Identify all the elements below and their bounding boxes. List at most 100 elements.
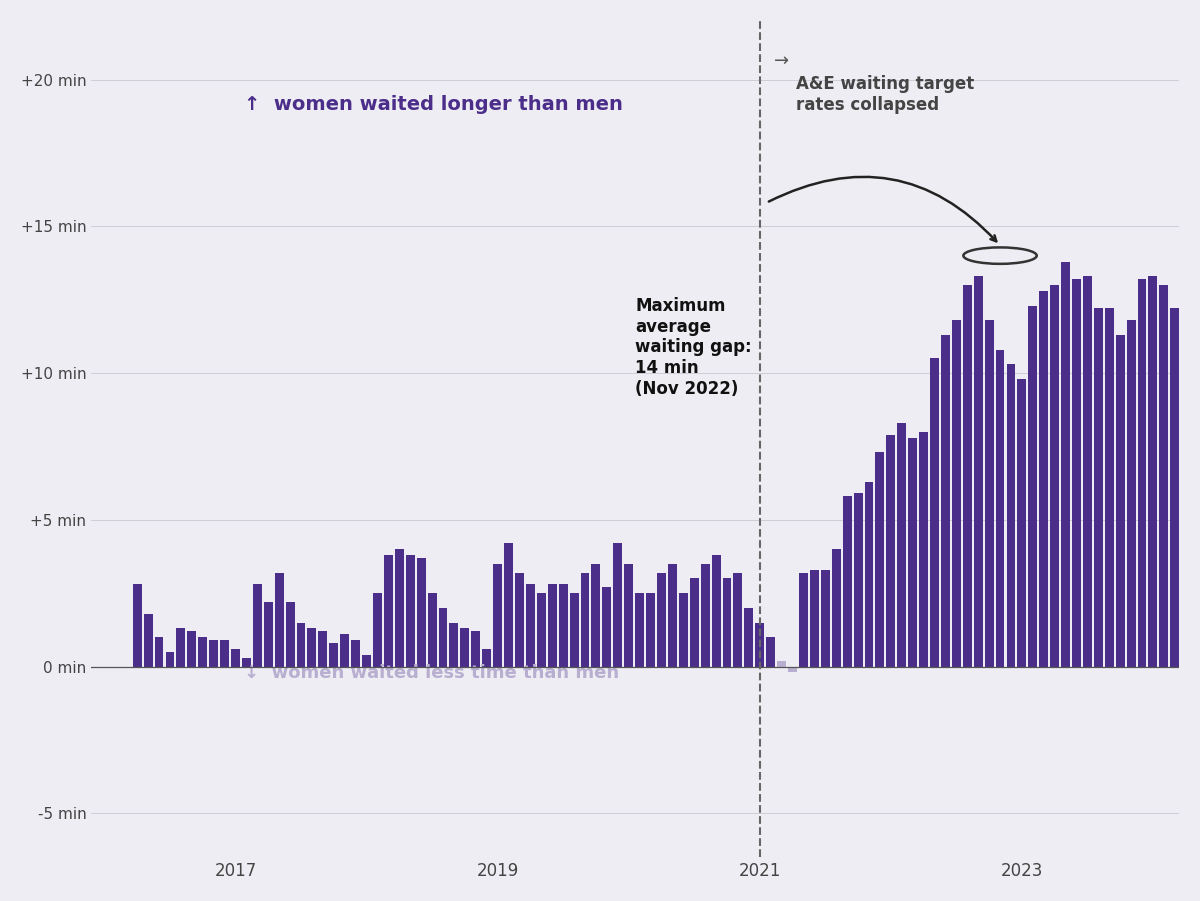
Bar (778, 660, 786, 667)
Bar (941, 335, 950, 667)
Bar (1105, 308, 1114, 667)
Bar (570, 593, 578, 667)
Bar (1018, 379, 1026, 667)
Bar (406, 555, 415, 667)
Bar (722, 578, 732, 667)
Bar (264, 602, 272, 667)
Bar (253, 585, 262, 667)
Bar (744, 608, 754, 667)
Bar (1148, 277, 1158, 667)
Bar (155, 637, 163, 667)
Bar (1170, 308, 1180, 667)
Bar (1082, 277, 1092, 667)
Text: ↓  women waited less time than men: ↓ women waited less time than men (244, 664, 619, 682)
Bar (1116, 335, 1124, 667)
Bar (996, 350, 1004, 667)
Bar (788, 667, 797, 672)
Bar (733, 573, 743, 667)
Bar (592, 564, 600, 667)
Bar (493, 564, 502, 667)
Bar (658, 573, 666, 667)
Bar (1159, 285, 1169, 667)
Bar (232, 649, 240, 667)
Bar (427, 593, 437, 667)
Bar (536, 593, 546, 667)
Bar (613, 543, 623, 667)
Bar (242, 658, 251, 667)
Bar (341, 634, 349, 667)
Bar (547, 585, 557, 667)
Bar (973, 277, 983, 667)
Bar (952, 320, 961, 667)
Bar (362, 655, 371, 667)
Text: A&E waiting target
rates collapsed: A&E waiting target rates collapsed (797, 75, 974, 114)
Bar (329, 643, 338, 667)
Bar (898, 423, 906, 667)
Bar (307, 628, 317, 667)
Bar (352, 640, 360, 667)
Bar (559, 585, 568, 667)
Bar (919, 432, 928, 667)
Bar (504, 543, 514, 667)
Bar (832, 549, 841, 667)
Bar (176, 628, 185, 667)
Bar (187, 632, 197, 667)
Bar (318, 632, 328, 667)
Bar (1050, 285, 1060, 667)
Bar (198, 637, 208, 667)
Bar (482, 649, 491, 667)
Bar (701, 564, 709, 667)
Bar (1192, 291, 1200, 667)
Bar (1138, 279, 1146, 667)
Bar (1028, 305, 1037, 667)
Bar (133, 585, 142, 667)
Text: Maximum
average
waiting gap:
14 min
(Nov 2022): Maximum average waiting gap: 14 min (Nov… (635, 296, 752, 398)
Bar (515, 573, 524, 667)
Bar (416, 558, 426, 667)
Bar (755, 623, 764, 667)
Bar (810, 569, 818, 667)
Bar (853, 494, 863, 667)
Bar (930, 359, 938, 667)
Bar (296, 623, 306, 667)
Bar (602, 587, 611, 667)
Bar (908, 438, 917, 667)
Bar (962, 285, 972, 667)
Bar (1061, 261, 1070, 667)
Bar (767, 637, 775, 667)
Bar (876, 452, 884, 667)
Bar (581, 573, 589, 667)
Bar (438, 608, 448, 667)
Bar (1072, 279, 1081, 667)
Text: ↑  women waited longer than men: ↑ women waited longer than men (244, 95, 623, 114)
Bar (450, 623, 458, 667)
Bar (668, 564, 677, 667)
Bar (1094, 308, 1103, 667)
Bar (384, 555, 392, 667)
Bar (690, 578, 698, 667)
Bar (887, 434, 895, 667)
Bar (1181, 320, 1190, 667)
Bar (985, 320, 994, 667)
Bar (1039, 291, 1048, 667)
Bar (144, 614, 152, 667)
Bar (220, 640, 229, 667)
Bar (842, 496, 852, 667)
Bar (373, 593, 382, 667)
Bar (209, 640, 218, 667)
Bar (461, 628, 469, 667)
Bar (799, 573, 808, 667)
Bar (526, 585, 535, 667)
Bar (864, 482, 874, 667)
Bar (1007, 364, 1015, 667)
Bar (821, 569, 829, 667)
Bar (624, 564, 634, 667)
Bar (646, 593, 655, 667)
Bar (286, 602, 294, 667)
Bar (166, 651, 174, 667)
Bar (472, 632, 480, 667)
Text: →: → (774, 52, 790, 70)
Bar (395, 549, 403, 667)
Bar (635, 593, 644, 667)
Bar (679, 593, 688, 667)
